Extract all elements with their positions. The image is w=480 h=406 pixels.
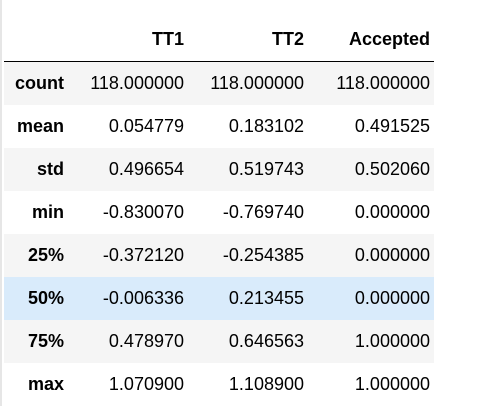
row-label: 75% (27, 331, 64, 351)
cell-tt2: 0.646563 (228, 331, 304, 351)
cell-tt2: -0.254385 (222, 245, 304, 265)
row-label: std (37, 159, 64, 179)
column-header-tt1: TT1 (68, 18, 188, 62)
cell-accepted: 1.000000 (354, 374, 430, 394)
cell-accepted: 1.000000 (354, 331, 430, 351)
cell-tt2: 118.000000 (210, 73, 304, 93)
cell-tt2: 1.108900 (228, 374, 304, 394)
row-label: min (31, 202, 64, 222)
table-header-row: TT1 TT2 Accepted (4, 18, 434, 62)
cell-accepted: 0.502060 (354, 159, 430, 179)
cell-accepted: 0.491525 (354, 116, 430, 136)
row-label: 25% (27, 245, 64, 265)
cell-tt2: 0.183102 (228, 116, 304, 136)
row-label: mean (16, 116, 64, 136)
table-row: 25% -0.372120 -0.254385 0.000000 (4, 234, 434, 277)
index-header (4, 18, 68, 62)
table-row: count 118.000000 118.000000 118.000000 (4, 61, 434, 105)
column-header-accepted: Accepted (308, 18, 434, 62)
table-row-highlighted: 50% -0.006336 0.213455 0.000000 (4, 277, 434, 320)
row-label: max (27, 374, 64, 394)
row-label: count (15, 73, 64, 93)
cell-tt2: -0.769740 (222, 202, 304, 222)
cell-tt1: -0.006336 (102, 288, 184, 308)
cell-accepted: 118.000000 (336, 73, 430, 93)
table-row: max 1.070900 1.108900 1.000000 (4, 363, 434, 406)
dataframe-describe-table: TT1 TT2 Accepted count 118.000000 118.00… (4, 18, 434, 406)
table-row: std 0.496654 0.519743 0.502060 (4, 148, 434, 191)
cell-tt1: -0.830070 (102, 202, 184, 222)
cell-tt2: 0.519743 (228, 159, 304, 179)
cell-tt1: 118.000000 (90, 73, 184, 93)
cell-accepted: 0.000000 (354, 245, 430, 265)
table-row: min -0.830070 -0.769740 0.000000 (4, 191, 434, 234)
cell-tt1: 0.496654 (108, 159, 184, 179)
cell-tt2: 0.213455 (228, 288, 304, 308)
column-header-tt2: TT2 (188, 18, 308, 62)
cell-accepted: 0.000000 (354, 288, 430, 308)
cell-accepted: 0.000000 (354, 202, 430, 222)
cell-tt1: 0.478970 (108, 331, 184, 351)
cell-tt1: -0.372120 (102, 245, 184, 265)
output-left-border (0, 0, 2, 406)
table-row: 75% 0.478970 0.646563 1.000000 (4, 320, 434, 363)
cell-tt1: 1.070900 (108, 374, 184, 394)
row-label: 50% (27, 288, 64, 308)
cell-tt1: 0.054779 (108, 116, 184, 136)
table-row: mean 0.054779 0.183102 0.491525 (4, 105, 434, 148)
